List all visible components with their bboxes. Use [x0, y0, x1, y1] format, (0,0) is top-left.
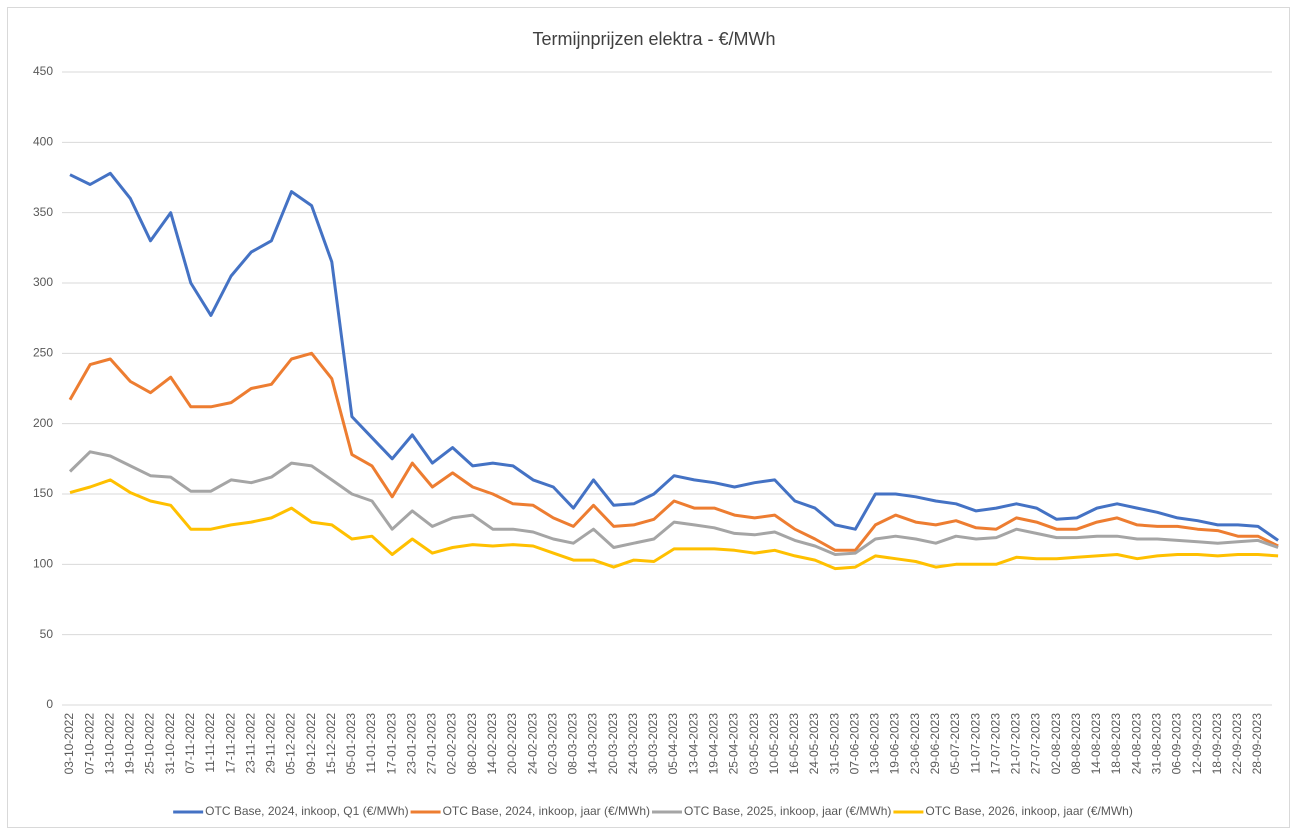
x-tick-label: 08-02-2023	[465, 713, 479, 775]
x-tick-label: 24-03-2023	[626, 713, 640, 775]
x-tick-label: 02-08-2023	[1049, 713, 1063, 775]
x-tick-label: 13-04-2023	[686, 713, 700, 775]
x-tick-label: 17-11-2022	[223, 713, 237, 774]
x-tick-label: 14-02-2023	[485, 713, 499, 775]
x-tick-label: 07-11-2022	[183, 713, 197, 774]
y-tick-label: 100	[33, 557, 53, 571]
y-tick-label: 150	[33, 486, 53, 500]
x-tick-label: 14-08-2023	[1089, 713, 1103, 775]
y-tick-label: 0	[46, 697, 53, 711]
x-tick-label: 05-04-2023	[666, 713, 680, 775]
x-tick-label: 12-09-2023	[1190, 713, 1204, 775]
legend-label: OTC Base, 2024, inkoop, Q1 (€/MWh)	[205, 804, 408, 818]
x-tick-label: 17-07-2023	[988, 713, 1002, 775]
x-tick-label: 10-05-2023	[767, 713, 781, 775]
x-tick-label: 24-02-2023	[525, 713, 539, 775]
series-line	[68, 450, 1279, 556]
series-line	[69, 171, 1279, 542]
x-tick-label: 19-10-2022	[123, 713, 137, 775]
x-tick-label: 13-06-2023	[868, 713, 882, 775]
x-tick-label: 02-02-2023	[445, 713, 459, 775]
x-tick-label: 13-10-2022	[102, 713, 116, 775]
x-tick-label: 18-08-2023	[1109, 713, 1123, 775]
x-tick-label: 31-05-2023	[827, 713, 841, 775]
legend-label: OTC Base, 2026, inkoop, jaar (€/MWh)	[925, 804, 1132, 818]
x-tick-label: 19-06-2023	[888, 713, 902, 775]
x-tick-label: 15-12-2022	[324, 713, 338, 775]
x-tick-label: 20-03-2023	[606, 713, 620, 775]
x-tick-label: 27-01-2023	[425, 713, 439, 775]
x-tick-label: 11-07-2023	[968, 713, 982, 774]
x-tick-label: 17-01-2023	[384, 713, 398, 775]
x-tick-label: 24-08-2023	[1129, 713, 1143, 775]
x-tick-label: 19-04-2023	[707, 713, 721, 775]
x-tick-label: 05-12-2022	[284, 713, 298, 775]
chart-title: Termijnprijzen elektra - €/MWh	[532, 29, 775, 49]
legend-label: OTC Base, 2024, inkoop, jaar (€/MWh)	[443, 804, 650, 818]
x-tick-label: 14-03-2023	[586, 713, 600, 775]
x-tick-label: 20-02-2023	[505, 713, 519, 775]
y-tick-label: 200	[33, 416, 53, 430]
x-tick-label: 24-05-2023	[807, 713, 821, 775]
x-tick-label: 30-03-2023	[646, 713, 660, 775]
y-tick-label: 50	[40, 627, 54, 641]
x-tick-label: 08-03-2023	[566, 713, 580, 775]
x-tick-label: 11-01-2023	[364, 713, 378, 774]
x-tick-label: 03-10-2022	[62, 713, 76, 775]
series-line	[68, 351, 1279, 552]
y-tick-label: 400	[33, 135, 53, 149]
x-tick-label: 29-11-2022	[264, 713, 278, 774]
series-line	[69, 478, 1279, 571]
x-tick-label: 02-03-2023	[545, 713, 559, 775]
x-tick-label: 29-06-2023	[928, 713, 942, 775]
x-tick-label: 18-09-2023	[1210, 713, 1224, 775]
x-tick-label: 25-04-2023	[727, 713, 741, 775]
x-tick-label: 23-11-2022	[243, 713, 257, 774]
x-tick-label: 23-01-2023	[404, 713, 418, 775]
x-tick-label: 05-07-2023	[948, 713, 962, 775]
x-tick-label: 05-01-2023	[344, 713, 358, 775]
y-tick-label: 250	[33, 346, 53, 360]
x-tick-label: 08-08-2023	[1069, 713, 1083, 775]
x-tick-label: 27-07-2023	[1029, 713, 1043, 775]
y-tick-label: 450	[33, 64, 53, 78]
y-tick-label: 300	[33, 275, 53, 289]
x-tick-label: 07-06-2023	[847, 713, 861, 775]
x-tick-label: 11-11-2022	[203, 713, 217, 773]
x-tick-label: 25-10-2022	[143, 713, 157, 775]
x-tick-label: 16-05-2023	[787, 713, 801, 775]
x-tick-label: 31-10-2022	[163, 713, 177, 775]
x-tick-label: 22-09-2023	[1230, 713, 1244, 775]
x-tick-label: 07-10-2022	[82, 713, 96, 775]
x-tick-label: 03-05-2023	[747, 713, 761, 775]
y-tick-label: 350	[33, 205, 53, 219]
legend-label: OTC Base, 2025, inkoop, jaar (€/MWh)	[684, 804, 891, 818]
x-tick-label: 28-09-2023	[1250, 713, 1264, 775]
x-tick-label: 09-12-2022	[304, 713, 318, 775]
x-tick-label: 21-07-2023	[1009, 713, 1023, 775]
x-tick-label: 23-06-2023	[908, 713, 922, 775]
x-tick-label: 06-09-2023	[1170, 713, 1184, 775]
x-tick-label: 31-08-2023	[1149, 713, 1163, 775]
chart-border	[7, 7, 1290, 828]
